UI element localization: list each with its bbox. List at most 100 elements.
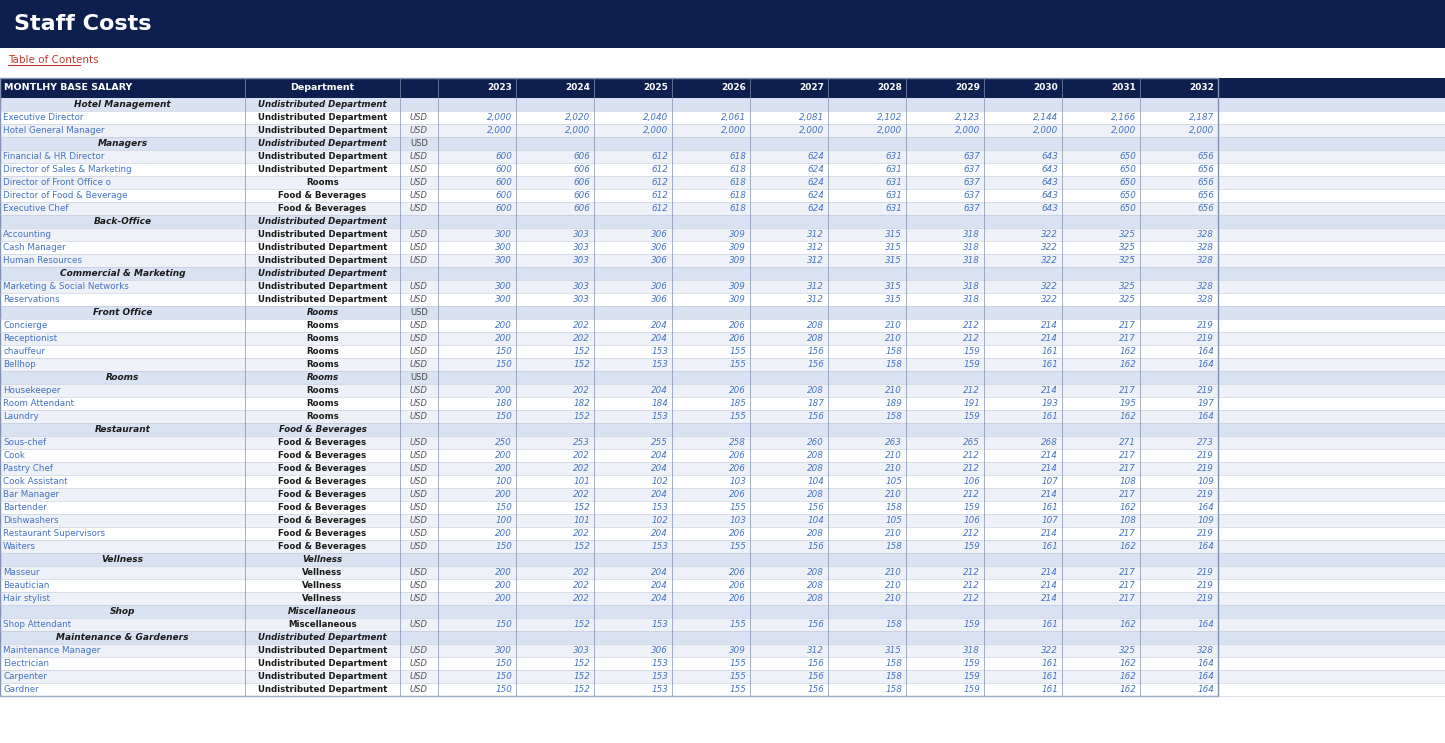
- Text: 306: 306: [652, 646, 668, 655]
- Text: Dishwashers: Dishwashers: [3, 516, 59, 525]
- Text: Shop: Shop: [110, 607, 136, 616]
- Text: Undistributed Department: Undistributed Department: [257, 685, 387, 694]
- Text: USD: USD: [410, 113, 428, 122]
- Bar: [0, 293, 1445, 306]
- Text: 612: 612: [652, 178, 668, 187]
- Text: 210: 210: [886, 464, 902, 473]
- Text: 105: 105: [886, 516, 902, 525]
- Text: 212: 212: [964, 529, 980, 538]
- Text: 150: 150: [496, 672, 512, 681]
- Text: 643: 643: [1042, 204, 1058, 213]
- Text: 204: 204: [652, 334, 668, 343]
- Text: Food & Beverages: Food & Beverages: [279, 542, 367, 551]
- Text: 103: 103: [730, 477, 746, 486]
- Text: 325: 325: [1118, 230, 1136, 239]
- Text: 158: 158: [886, 685, 902, 694]
- Text: 2025: 2025: [643, 83, 668, 92]
- Text: 152: 152: [574, 360, 590, 369]
- Text: 100: 100: [496, 516, 512, 525]
- Text: 195: 195: [1118, 399, 1136, 408]
- Text: 161: 161: [1042, 620, 1058, 629]
- Text: 150: 150: [496, 659, 512, 668]
- Text: 152: 152: [574, 542, 590, 551]
- Text: Table of Contents: Table of Contents: [9, 55, 98, 65]
- Bar: [0, 410, 1445, 423]
- Text: 158: 158: [886, 360, 902, 369]
- Bar: [0, 566, 1445, 579]
- Text: 214: 214: [1042, 594, 1058, 603]
- Text: 200: 200: [496, 321, 512, 330]
- Text: 204: 204: [652, 451, 668, 460]
- Text: 212: 212: [964, 386, 980, 395]
- Text: 2,000: 2,000: [1189, 126, 1214, 135]
- Text: Receptionist: Receptionist: [3, 334, 58, 343]
- Text: 2029: 2029: [955, 83, 980, 92]
- Text: 631: 631: [886, 165, 902, 174]
- Text: 156: 156: [808, 659, 824, 668]
- Text: 206: 206: [730, 464, 746, 473]
- Text: 101: 101: [574, 516, 590, 525]
- Text: 624: 624: [808, 204, 824, 213]
- Text: 161: 161: [1042, 503, 1058, 512]
- Text: 200: 200: [496, 490, 512, 499]
- Text: 202: 202: [574, 334, 590, 343]
- Bar: [0, 150, 1445, 163]
- Text: 322: 322: [1042, 282, 1058, 291]
- Text: 318: 318: [964, 256, 980, 265]
- Text: 105: 105: [886, 477, 902, 486]
- Text: 155: 155: [730, 503, 746, 512]
- Text: Electrician: Electrician: [3, 659, 49, 668]
- Text: 210: 210: [886, 529, 902, 538]
- Text: 152: 152: [574, 659, 590, 668]
- Text: MONTLHY BASE SALARY: MONTLHY BASE SALARY: [4, 83, 133, 92]
- Text: USD: USD: [410, 152, 428, 161]
- Text: Restaurant: Restaurant: [94, 425, 150, 434]
- Text: 325: 325: [1118, 295, 1136, 304]
- Text: USD: USD: [410, 282, 428, 291]
- Text: 204: 204: [652, 490, 668, 499]
- Text: 153: 153: [652, 672, 668, 681]
- Bar: [0, 553, 1445, 566]
- Text: 260: 260: [808, 438, 824, 447]
- Bar: [0, 124, 1445, 137]
- Text: 217: 217: [1118, 334, 1136, 343]
- Text: USD: USD: [410, 295, 428, 304]
- Text: 637: 637: [964, 191, 980, 200]
- Text: 250: 250: [496, 438, 512, 447]
- Text: 606: 606: [574, 165, 590, 174]
- Text: 158: 158: [886, 672, 902, 681]
- Text: USD: USD: [410, 243, 428, 252]
- Text: 208: 208: [808, 451, 824, 460]
- Text: 217: 217: [1118, 594, 1136, 603]
- Text: 300: 300: [496, 295, 512, 304]
- Text: 208: 208: [808, 386, 824, 395]
- Bar: [0, 111, 1445, 124]
- Text: 656: 656: [1196, 204, 1214, 213]
- Text: Food & Beverages: Food & Beverages: [279, 438, 367, 447]
- Text: Financial & HR Director: Financial & HR Director: [3, 152, 104, 161]
- Text: 624: 624: [808, 152, 824, 161]
- Text: 612: 612: [652, 204, 668, 213]
- Text: Director of Sales & Marketing: Director of Sales & Marketing: [3, 165, 131, 174]
- Text: Food & Beverages: Food & Beverages: [279, 451, 367, 460]
- Text: 200: 200: [496, 594, 512, 603]
- Text: USD: USD: [410, 360, 428, 369]
- Text: 325: 325: [1118, 646, 1136, 655]
- Text: 303: 303: [574, 243, 590, 252]
- Text: 153: 153: [652, 360, 668, 369]
- Text: 303: 303: [574, 230, 590, 239]
- Text: 606: 606: [574, 152, 590, 161]
- Text: 206: 206: [730, 529, 746, 538]
- Text: 202: 202: [574, 581, 590, 590]
- Text: 315: 315: [886, 243, 902, 252]
- Text: 189: 189: [886, 399, 902, 408]
- Text: 159: 159: [964, 685, 980, 694]
- Text: 2031: 2031: [1111, 83, 1136, 92]
- Text: 214: 214: [1042, 529, 1058, 538]
- Text: 162: 162: [1118, 412, 1136, 421]
- Text: 187: 187: [808, 399, 824, 408]
- Text: USD: USD: [410, 165, 428, 174]
- Text: 255: 255: [652, 438, 668, 447]
- Text: 153: 153: [652, 347, 668, 356]
- Text: Rooms: Rooms: [306, 360, 340, 369]
